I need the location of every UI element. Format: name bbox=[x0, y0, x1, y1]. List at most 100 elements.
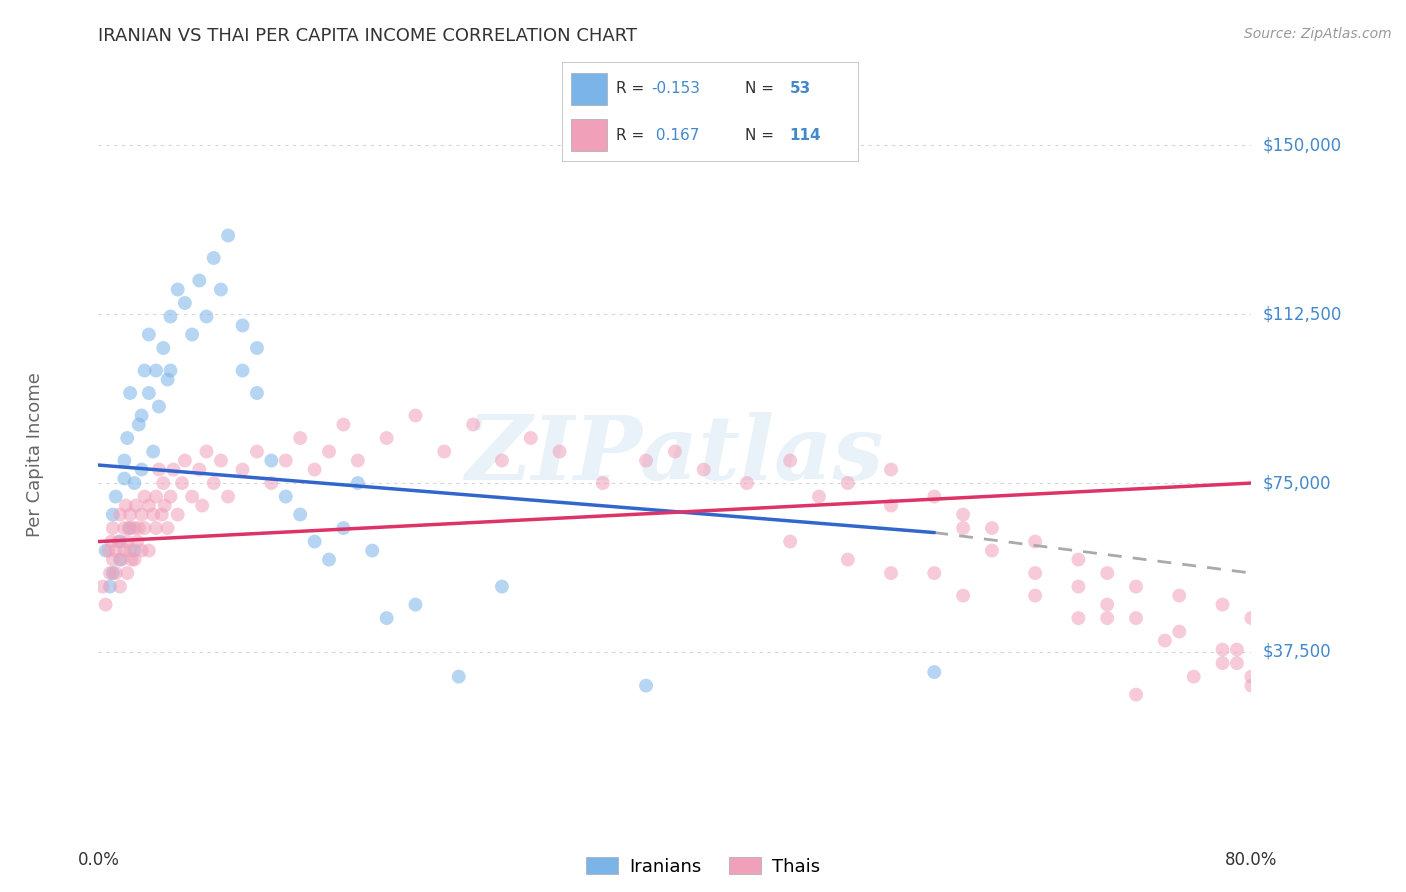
Point bbox=[202, 251, 225, 265]
Point bbox=[1024, 589, 1046, 603]
Point bbox=[110, 552, 132, 566]
Point bbox=[1024, 534, 1046, 549]
Point bbox=[433, 444, 456, 458]
Point bbox=[114, 499, 136, 513]
Point bbox=[664, 444, 686, 458]
Point bbox=[104, 566, 127, 580]
Point bbox=[880, 462, 903, 476]
Point bbox=[118, 521, 141, 535]
Point bbox=[1168, 589, 1191, 603]
Point bbox=[1240, 611, 1263, 625]
Point bbox=[108, 534, 131, 549]
Point bbox=[332, 521, 354, 535]
Point bbox=[952, 508, 974, 522]
Point bbox=[98, 580, 121, 594]
Point bbox=[1240, 670, 1263, 684]
Point bbox=[274, 490, 297, 504]
Point bbox=[779, 453, 801, 467]
Point bbox=[217, 490, 239, 504]
Point bbox=[375, 611, 398, 625]
Point bbox=[145, 363, 167, 377]
Point bbox=[148, 462, 170, 476]
Text: $37,500: $37,500 bbox=[1263, 643, 1331, 661]
Point bbox=[837, 552, 859, 566]
Point bbox=[1153, 633, 1175, 648]
Point bbox=[592, 476, 614, 491]
Point bbox=[138, 543, 160, 558]
Point bbox=[156, 372, 179, 386]
Point bbox=[981, 543, 1004, 558]
Point bbox=[145, 490, 167, 504]
Point bbox=[104, 543, 127, 558]
Point bbox=[138, 327, 160, 342]
Point bbox=[922, 566, 945, 580]
Point bbox=[148, 400, 170, 414]
Point bbox=[332, 417, 354, 432]
Point bbox=[246, 341, 269, 355]
Point bbox=[1182, 670, 1205, 684]
Point bbox=[159, 363, 181, 377]
Point bbox=[142, 444, 165, 458]
Point bbox=[217, 228, 239, 243]
Point bbox=[1097, 598, 1119, 612]
Point bbox=[318, 444, 340, 458]
Point bbox=[188, 273, 211, 287]
Point bbox=[1097, 611, 1119, 625]
Text: -0.153: -0.153 bbox=[651, 81, 700, 96]
Text: 80.0%: 80.0% bbox=[1225, 851, 1278, 869]
Point bbox=[131, 508, 153, 522]
Point bbox=[922, 490, 945, 504]
Point bbox=[209, 283, 232, 297]
Point bbox=[735, 476, 758, 491]
Point bbox=[117, 431, 138, 445]
Point bbox=[94, 543, 117, 558]
Point bbox=[461, 417, 484, 432]
Point bbox=[1212, 598, 1234, 612]
Point bbox=[128, 521, 150, 535]
Point bbox=[274, 453, 297, 467]
Text: 53: 53 bbox=[790, 81, 811, 96]
Point bbox=[491, 580, 513, 594]
Point bbox=[405, 598, 427, 612]
FancyBboxPatch shape bbox=[571, 73, 607, 104]
Point bbox=[246, 386, 269, 401]
Point bbox=[1212, 642, 1234, 657]
Point bbox=[188, 462, 211, 476]
Point bbox=[97, 543, 120, 558]
Point bbox=[202, 476, 225, 491]
Point bbox=[191, 499, 214, 513]
Point bbox=[120, 508, 142, 522]
Point bbox=[290, 508, 312, 522]
Point bbox=[104, 490, 127, 504]
Point bbox=[94, 598, 117, 612]
Point bbox=[880, 566, 903, 580]
Point bbox=[108, 508, 131, 522]
Point bbox=[128, 417, 150, 432]
Point bbox=[98, 566, 121, 580]
Point bbox=[231, 363, 254, 377]
Point bbox=[1168, 624, 1191, 639]
Point bbox=[124, 543, 146, 558]
Point bbox=[108, 552, 131, 566]
Point bbox=[112, 471, 135, 485]
Point bbox=[260, 476, 283, 491]
Point bbox=[152, 341, 174, 355]
Point bbox=[880, 499, 903, 513]
Point bbox=[952, 589, 974, 603]
Point bbox=[304, 462, 326, 476]
Point bbox=[91, 580, 114, 594]
Point bbox=[779, 534, 801, 549]
Point bbox=[152, 476, 174, 491]
Text: ZIPatlas: ZIPatlas bbox=[467, 412, 883, 498]
Point bbox=[131, 409, 153, 423]
Point bbox=[124, 552, 146, 566]
Point bbox=[361, 543, 384, 558]
Point bbox=[112, 521, 135, 535]
Text: $150,000: $150,000 bbox=[1263, 136, 1341, 154]
Point bbox=[346, 476, 368, 491]
Point bbox=[195, 310, 218, 324]
Point bbox=[346, 453, 368, 467]
Point bbox=[1226, 642, 1249, 657]
Point bbox=[121, 552, 143, 566]
Point bbox=[159, 310, 181, 324]
